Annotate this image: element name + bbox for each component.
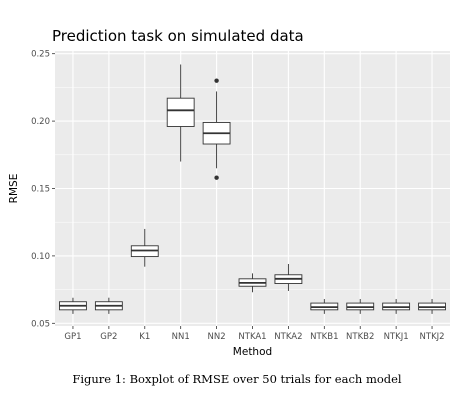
y-axis: 0.05 0.10 0.15 0.20 0.25	[31, 50, 55, 329]
outlier-point	[214, 78, 219, 83]
y-tick-label: 0.05	[31, 319, 50, 329]
x-tick-label: NTKJ2	[420, 332, 445, 342]
y-tick-label: 0.25	[31, 50, 50, 60]
x-tick-label: NTKB1	[310, 332, 338, 342]
x-axis-label: Method	[233, 346, 272, 358]
box-ntka2	[274, 263, 303, 291]
x-tick-label: NTKJ1	[384, 332, 409, 342]
box-k1	[130, 228, 159, 267]
box-gp1	[59, 297, 87, 314]
x-tick-label: NN2	[208, 332, 226, 342]
iqr-box	[166, 97, 195, 127]
box-ntka1	[238, 273, 267, 293]
x-tick-label: NN1	[172, 332, 190, 342]
x-tick-label: GP2	[100, 332, 117, 342]
box-ntkb2	[346, 299, 375, 314]
y-tick-label: 0.15	[31, 185, 50, 195]
outlier-point	[214, 175, 219, 180]
figure-caption: Figure 1: Boxplot of RMSE over 50 trials…	[72, 372, 402, 386]
box-gp2	[94, 297, 123, 314]
x-tick-label: NTKB2	[346, 332, 374, 342]
box-ntkj2	[418, 299, 446, 314]
x-tick-label: K1	[139, 332, 150, 342]
box-ntkj1	[382, 299, 411, 314]
x-tick-label: GP1	[64, 332, 81, 342]
y-axis-label: RMSE	[8, 174, 20, 204]
y-tick-label: 0.10	[31, 252, 50, 262]
box-nn1	[166, 64, 195, 162]
boxes	[59, 64, 446, 314]
box-nn2	[202, 78, 231, 180]
y-tick-label: 0.20	[31, 117, 50, 127]
x-axis: GP1 GP2 K1 NN1 NN2 NTKA1 NTKA2 NTKB1 NTKB2 NTKJ1 N…	[64, 326, 445, 342]
x-tick-label: NTKA2	[274, 332, 302, 342]
box-ntkb1	[310, 299, 339, 314]
gridlines	[55, 51, 450, 326]
x-tick-label: NTKA1	[238, 332, 266, 342]
chart-title: Prediction task on simulated data	[52, 27, 304, 45]
